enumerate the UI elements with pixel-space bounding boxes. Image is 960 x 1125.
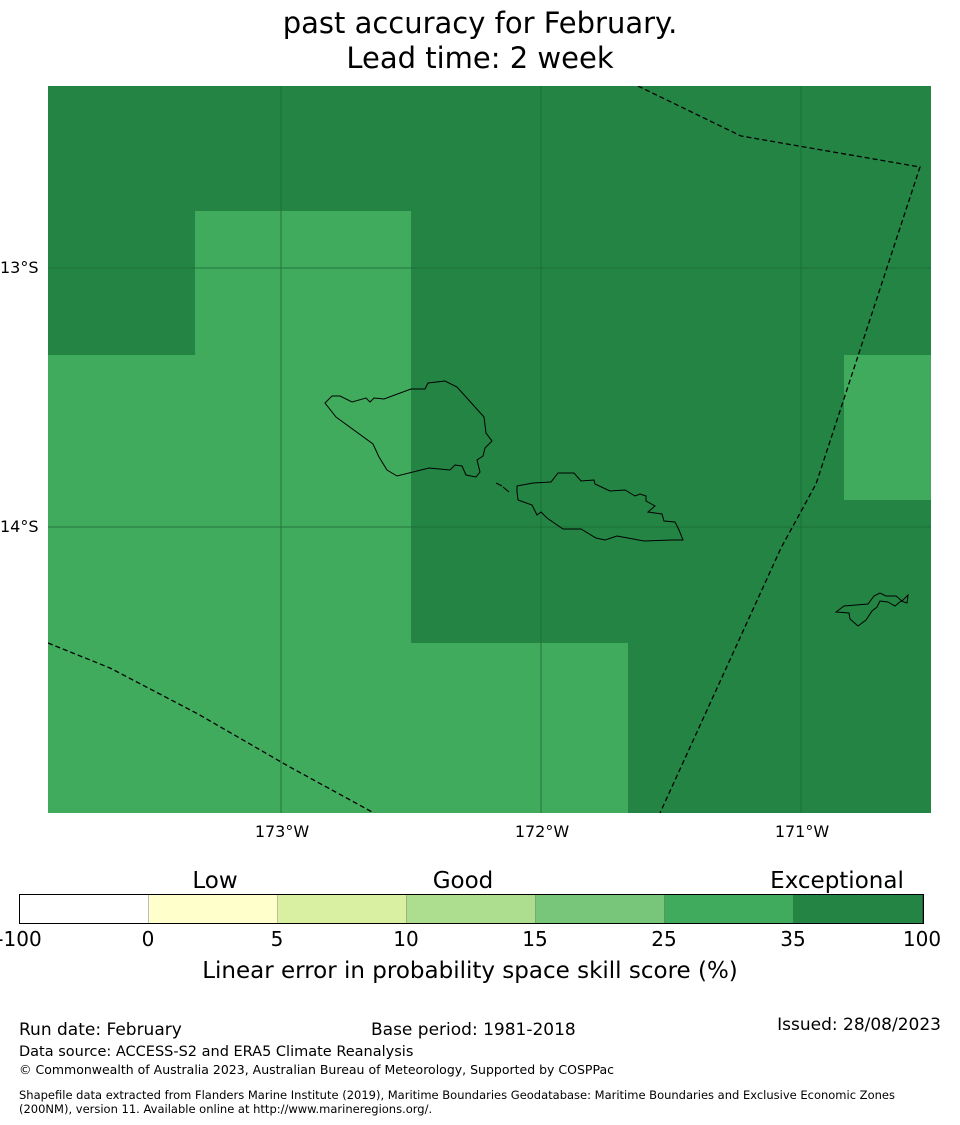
colorbar-tick: 0 bbox=[141, 927, 155, 951]
skill-map bbox=[48, 86, 931, 813]
islands bbox=[324, 380, 909, 627]
colorbar-tick: 35 bbox=[780, 927, 806, 951]
colorbar bbox=[19, 894, 924, 924]
colorbar-segment bbox=[278, 895, 407, 923]
colorbar-tick: 5 bbox=[270, 927, 284, 951]
colorbar-tick: 25 bbox=[651, 927, 677, 951]
colorbar-tick: 15 bbox=[522, 927, 548, 951]
shapefile-credit: Shapefile data extracted from Flanders M… bbox=[19, 1088, 895, 1116]
colorbar-tick: -100 bbox=[0, 927, 42, 951]
colorbar-tick: 100 bbox=[902, 927, 942, 951]
very-good-region bbox=[48, 211, 628, 813]
lat-label-13s: 13°S bbox=[0, 258, 39, 277]
lon-label-173w: 173°W bbox=[254, 822, 310, 841]
colorbar-label-low: Low bbox=[192, 868, 238, 894]
colorbar-label-good: Good bbox=[432, 868, 494, 894]
issued-date: Issued: 28/08/2023 bbox=[777, 1015, 941, 1035]
title-line-3: Lead time: 2 week bbox=[346, 41, 614, 75]
lon-label-171w: 171°W bbox=[774, 822, 830, 841]
very-good-region-east bbox=[844, 355, 931, 500]
data-source: Data source: ACCESS-S2 and ERA5 Climate … bbox=[19, 1044, 414, 1060]
lat-label-14s: 14°S bbox=[0, 517, 39, 536]
graticule bbox=[48, 86, 931, 813]
title-line-2: past accuracy for February. bbox=[282, 6, 678, 40]
colorbar-segment bbox=[536, 895, 665, 923]
colorbar-segment bbox=[20, 895, 149, 923]
copyright: © Commonwealth of Australia 2023, Austra… bbox=[19, 1062, 614, 1077]
colorbar-segment bbox=[407, 895, 536, 923]
colorbar-tick: 10 bbox=[393, 927, 419, 951]
colorbar-segment bbox=[794, 895, 923, 923]
run-date: Run date: February bbox=[19, 1020, 182, 1040]
colorbar-segment bbox=[149, 895, 278, 923]
lon-label-172w: 172°W bbox=[514, 822, 570, 841]
eez-boundary bbox=[48, 86, 921, 813]
colorbar-segment bbox=[665, 895, 794, 923]
colorbar-label-exceptional: Exceptional bbox=[770, 868, 904, 894]
colorbar-title: Linear error in probability space skill … bbox=[202, 958, 738, 984]
base-period: Base period: 1981-2018 bbox=[371, 1020, 576, 1040]
